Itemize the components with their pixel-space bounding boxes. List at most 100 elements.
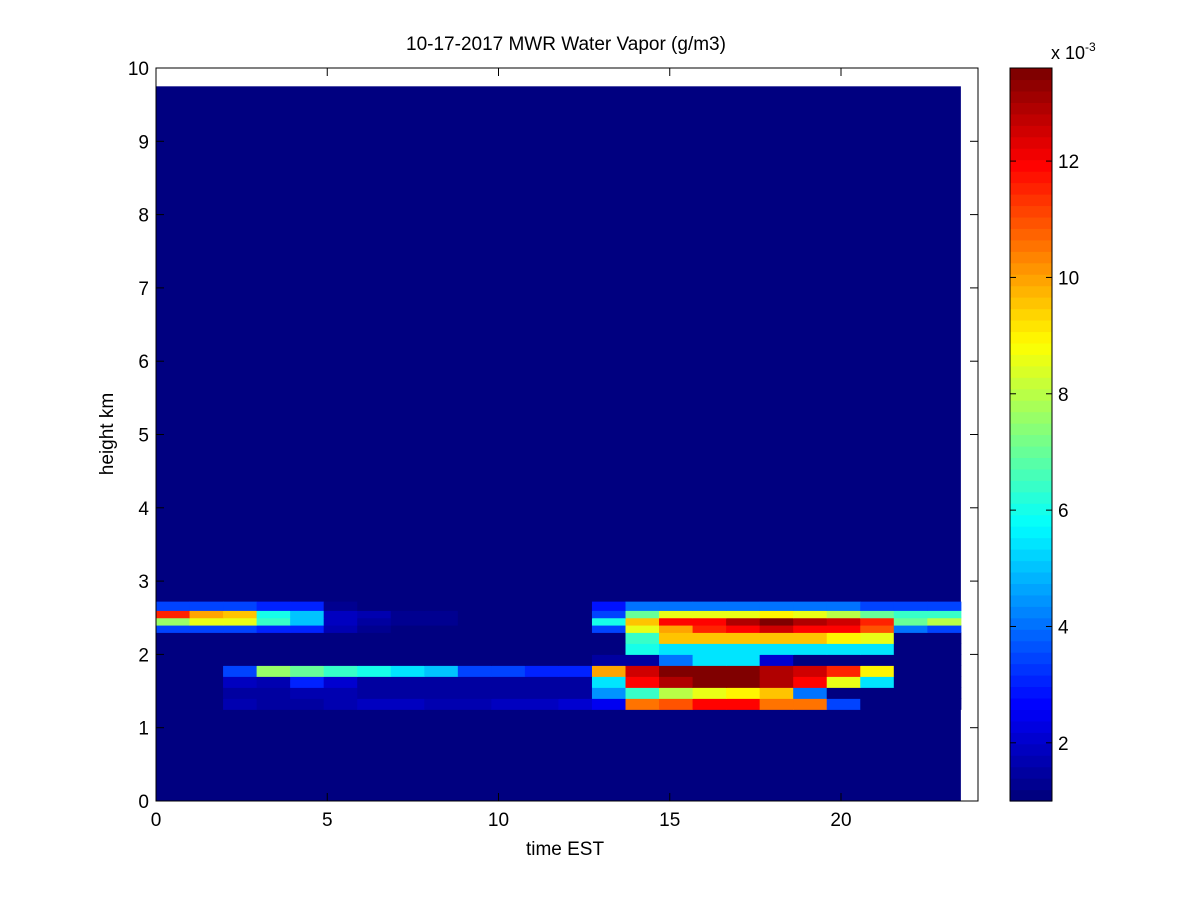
y-tick-label: 8 <box>138 206 149 227</box>
heatmap-cell <box>491 632 526 644</box>
heatmap-cell <box>491 654 526 666</box>
heatmap-cell <box>323 610 358 619</box>
colorbar-segment <box>1010 285 1052 298</box>
colorbar-segment <box>1010 400 1052 413</box>
heatmap-cell <box>625 665 660 677</box>
heatmap-cell <box>793 632 828 644</box>
heatmap-cell <box>793 654 828 666</box>
heatmap-cell <box>223 654 258 666</box>
heatmap-cell <box>323 698 358 710</box>
heatmap-cell <box>826 601 861 611</box>
colorbar-segment <box>1010 148 1052 161</box>
heatmap-cell <box>659 687 694 699</box>
heatmap-cell <box>491 625 526 633</box>
heatmap-cell <box>759 625 794 633</box>
colorbar-segment <box>1010 755 1052 768</box>
heatmap-cell <box>424 687 459 699</box>
heatmap-cell <box>893 625 928 633</box>
heatmap-cell <box>860 676 895 688</box>
colorbar-segment <box>1010 583 1052 596</box>
heatmap-cell <box>826 610 861 619</box>
colorbar-tick-label: 2 <box>1058 734 1069 755</box>
heatmap-cell <box>524 676 559 688</box>
heatmap-cell <box>826 665 861 677</box>
heatmap-cell <box>759 610 794 619</box>
heatmap-cell <box>793 676 828 688</box>
heatmap-cell <box>457 687 492 699</box>
heatmap-cell <box>625 632 660 644</box>
colorbar-segment <box>1010 606 1052 619</box>
heatmap-cell <box>759 687 794 699</box>
heatmap-cell <box>457 601 492 611</box>
heatmap-cell <box>189 676 224 688</box>
colorbar-segment <box>1010 102 1052 115</box>
heatmap-cell <box>927 698 962 710</box>
colorbar-segment <box>1010 549 1052 562</box>
colorbar-segment <box>1010 68 1052 81</box>
heatmap-cell <box>759 617 794 626</box>
heatmap-cell <box>726 665 761 677</box>
colorbar-segment <box>1010 171 1052 184</box>
colorbar-segment <box>1010 228 1052 241</box>
heatmap-cell <box>189 665 224 677</box>
heatmap-cell <box>927 601 962 611</box>
heatmap-cell <box>591 625 627 633</box>
heatmap-cell <box>424 601 459 611</box>
heatmap-cell <box>424 617 459 626</box>
heatmap-cell <box>524 665 559 677</box>
heatmap-cell <box>726 610 761 619</box>
colorbar-segment <box>1010 136 1052 149</box>
heatmap-cell <box>927 617 962 626</box>
heatmap-cell <box>357 601 392 611</box>
heatmap-cell <box>424 654 459 666</box>
heatmap-cell <box>156 632 191 644</box>
heatmap-cell <box>893 610 928 619</box>
heatmap-cell <box>390 625 425 633</box>
heatmap-cell <box>860 665 895 677</box>
colorbar-segment <box>1010 480 1052 493</box>
heatmap-cell <box>390 698 425 710</box>
heatmap-cell <box>625 687 660 699</box>
colorbar-segment <box>1010 560 1052 573</box>
heatmap-cell <box>156 617 191 626</box>
heatmap-cell <box>189 698 224 710</box>
colorbar-segment <box>1010 594 1052 607</box>
heatmap-cell <box>189 601 224 611</box>
heatmap-cell <box>323 676 358 688</box>
heatmap-cell <box>290 610 325 619</box>
heatmap-cell <box>659 625 694 633</box>
heatmap-cell <box>558 676 593 688</box>
heatmap-cell <box>290 643 325 655</box>
colorbar-segment <box>1010 159 1052 172</box>
colorbar-frame <box>1009 67 1053 802</box>
heatmap-cell <box>692 643 727 655</box>
heatmap-cell <box>659 676 694 688</box>
heatmap-cell <box>357 676 392 688</box>
heatmap-cell <box>524 610 559 619</box>
colorbar-segment <box>1010 663 1052 676</box>
heatmap-cell <box>357 698 392 710</box>
heatmap-cell <box>491 601 526 611</box>
heatmap-cell <box>524 654 559 666</box>
heatmap-cell <box>927 625 962 633</box>
colorbar-segment <box>1010 354 1052 367</box>
colorbar-segment <box>1010 216 1052 229</box>
heatmap-cell <box>726 676 761 688</box>
colorbar: 2 4 6 8 10 12 x 10-3 <box>1009 40 1096 802</box>
heatmap-cell <box>189 643 224 655</box>
heatmap-cell <box>424 625 459 633</box>
heatmap-cell <box>524 617 559 626</box>
heatmap-cell <box>659 601 694 611</box>
heatmap-cell <box>390 665 425 677</box>
heatmap-cell <box>156 654 191 666</box>
heatmap-cell <box>558 687 593 699</box>
colorbar-exponent-label: x 10-3 <box>1051 40 1096 63</box>
heatmap-cell <box>189 610 224 619</box>
x-tick-label: 20 <box>830 810 851 831</box>
heatmap-cell <box>290 625 325 633</box>
x-axis-label: time EST <box>526 839 605 860</box>
heatmap-cell <box>826 698 861 710</box>
heatmap-cell <box>457 643 492 655</box>
colorbar-segment <box>1010 308 1052 321</box>
